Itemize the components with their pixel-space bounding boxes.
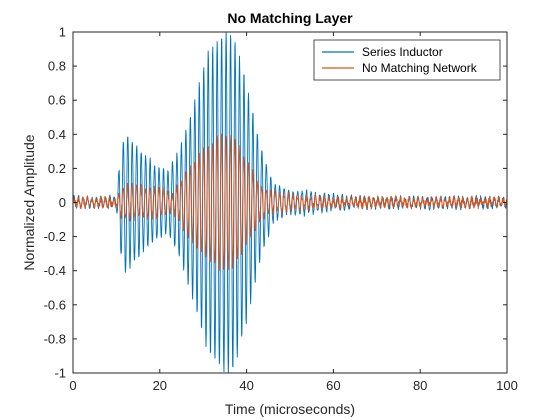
- y-tick-label: -0.2: [44, 229, 66, 244]
- x-tick-label: 60: [326, 378, 340, 393]
- series-lines: [73, 32, 507, 373]
- y-tick-label: 0: [59, 195, 66, 210]
- y-tick-label: 0.4: [48, 127, 66, 142]
- y-tick-label: 1: [59, 25, 66, 40]
- series-line-1: [73, 133, 507, 271]
- x-axis-label: Time (microseconds): [225, 401, 355, 417]
- y-tick-label: -0.4: [44, 263, 66, 278]
- legend: Series Inductor No Matching Network: [313, 39, 501, 81]
- x-tick-label: 40: [239, 378, 253, 393]
- legend-box: [313, 39, 501, 81]
- axis-ticks: 0 20 40 60 80 100 -1 -0.8 -0.6 -0.4 -0.2 0 0.2 0.4 0.6…: [44, 25, 518, 394]
- legend-entry: Series Inductor: [362, 45, 443, 59]
- y-axis-label: Normalized Amplitude: [21, 134, 37, 270]
- y-tick-label: -1: [54, 366, 66, 381]
- x-tick-label: 100: [496, 378, 518, 393]
- y-tick-label: 0.2: [48, 161, 66, 176]
- y-tick-label: -0.8: [44, 331, 66, 346]
- x-tick-label: 80: [413, 378, 427, 393]
- x-tick-label: 0: [69, 378, 76, 393]
- y-tick-label: 0.6: [48, 93, 66, 108]
- y-tick-label: 0.8: [48, 59, 66, 74]
- x-tick-label: 20: [153, 378, 167, 393]
- y-tick-label: -0.6: [44, 297, 66, 312]
- chart-title: No Matching Layer: [227, 10, 353, 26]
- legend-entry: No Matching Network: [362, 61, 478, 75]
